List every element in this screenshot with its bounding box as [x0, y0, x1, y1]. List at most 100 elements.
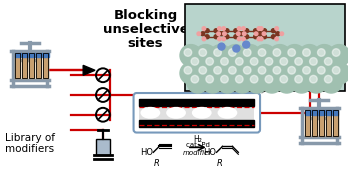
Ellipse shape — [141, 107, 160, 119]
Circle shape — [269, 45, 291, 66]
Circle shape — [237, 32, 240, 36]
Circle shape — [180, 45, 202, 66]
Circle shape — [260, 27, 263, 30]
Circle shape — [254, 62, 276, 84]
Circle shape — [246, 53, 268, 75]
Circle shape — [261, 71, 283, 93]
Circle shape — [199, 67, 207, 74]
Circle shape — [214, 29, 218, 33]
Bar — [312, 110, 317, 136]
Circle shape — [324, 75, 332, 83]
Circle shape — [229, 49, 236, 56]
Bar — [325, 110, 331, 115]
Circle shape — [180, 62, 202, 84]
Circle shape — [271, 35, 275, 39]
Circle shape — [310, 58, 317, 65]
Circle shape — [276, 71, 298, 93]
Circle shape — [237, 37, 241, 41]
Circle shape — [275, 27, 278, 30]
Circle shape — [221, 75, 228, 83]
Circle shape — [214, 49, 221, 56]
Bar — [29, 53, 34, 78]
Circle shape — [187, 71, 209, 93]
Circle shape — [295, 58, 302, 65]
Circle shape — [223, 32, 226, 36]
Circle shape — [191, 75, 199, 83]
Circle shape — [242, 37, 245, 41]
Circle shape — [317, 49, 325, 56]
Circle shape — [222, 27, 226, 30]
FancyBboxPatch shape — [134, 93, 260, 132]
Circle shape — [280, 58, 287, 65]
Bar — [318, 110, 324, 115]
Circle shape — [236, 58, 243, 65]
Circle shape — [314, 62, 335, 84]
Bar — [185, 4, 345, 91]
Circle shape — [216, 71, 238, 93]
Circle shape — [291, 53, 313, 75]
Bar — [43, 53, 48, 78]
Text: H₂: H₂ — [193, 135, 202, 144]
Circle shape — [280, 32, 284, 36]
Bar — [305, 110, 310, 136]
Circle shape — [240, 32, 244, 36]
Circle shape — [222, 37, 226, 41]
Circle shape — [218, 37, 221, 41]
Circle shape — [258, 67, 266, 74]
Bar — [29, 53, 35, 57]
Circle shape — [295, 75, 302, 83]
Text: sites: sites — [128, 37, 163, 50]
Ellipse shape — [192, 107, 212, 119]
Bar — [312, 110, 317, 136]
Circle shape — [306, 53, 327, 75]
Circle shape — [237, 27, 241, 30]
Bar — [140, 99, 254, 106]
Circle shape — [269, 62, 291, 84]
Circle shape — [332, 67, 340, 74]
Circle shape — [206, 58, 213, 65]
Circle shape — [219, 32, 222, 36]
Circle shape — [257, 37, 261, 41]
Circle shape — [275, 37, 278, 41]
Bar — [140, 106, 254, 120]
Circle shape — [214, 35, 218, 39]
Text: Blocking: Blocking — [113, 9, 177, 22]
Circle shape — [262, 29, 267, 33]
Bar — [22, 53, 27, 78]
Bar — [140, 120, 254, 127]
Circle shape — [245, 29, 249, 33]
Circle shape — [239, 62, 261, 84]
Bar — [319, 110, 324, 136]
Circle shape — [243, 41, 250, 48]
Bar — [22, 53, 28, 57]
Bar — [333, 110, 338, 136]
Circle shape — [265, 75, 273, 83]
Circle shape — [239, 45, 261, 66]
Bar — [96, 139, 110, 155]
Circle shape — [254, 45, 276, 66]
Bar — [43, 53, 49, 57]
Text: cat. Pd: cat. Pd — [186, 142, 210, 148]
Circle shape — [238, 32, 242, 36]
Circle shape — [236, 75, 243, 83]
Circle shape — [209, 62, 231, 84]
Circle shape — [258, 32, 262, 36]
Circle shape — [317, 67, 325, 74]
Circle shape — [187, 53, 209, 75]
Circle shape — [225, 29, 229, 33]
Circle shape — [261, 53, 283, 75]
Circle shape — [233, 45, 240, 52]
Circle shape — [276, 32, 280, 36]
Bar — [36, 53, 41, 78]
Circle shape — [284, 62, 306, 84]
Bar — [43, 53, 48, 78]
Circle shape — [299, 62, 320, 84]
Bar — [333, 110, 338, 136]
Circle shape — [184, 49, 192, 56]
Circle shape — [306, 71, 327, 93]
Circle shape — [299, 45, 320, 66]
Circle shape — [234, 35, 238, 39]
Circle shape — [324, 58, 332, 65]
Circle shape — [254, 29, 258, 33]
Circle shape — [225, 35, 229, 39]
